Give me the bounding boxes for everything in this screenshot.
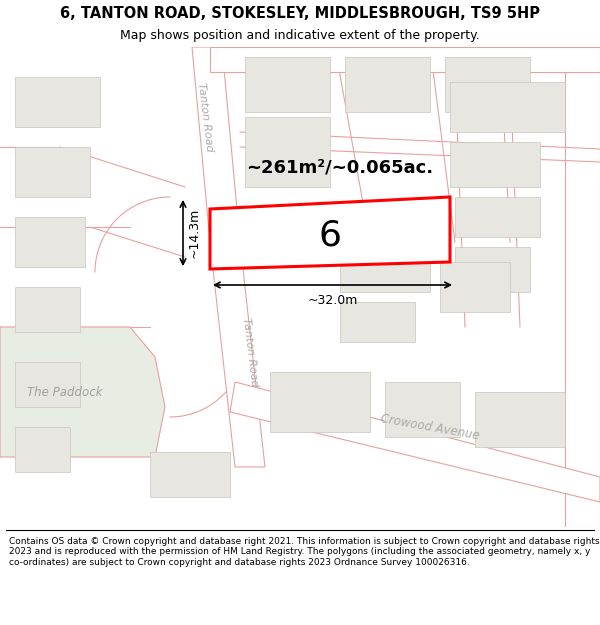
Polygon shape <box>455 197 540 237</box>
Polygon shape <box>15 287 80 332</box>
Text: Tanton Road: Tanton Road <box>241 317 259 387</box>
Polygon shape <box>230 382 600 502</box>
Polygon shape <box>450 142 540 187</box>
Polygon shape <box>245 117 330 187</box>
Polygon shape <box>450 82 565 132</box>
Polygon shape <box>475 392 565 447</box>
Polygon shape <box>210 242 265 467</box>
Text: 6, TANTON ROAD, STOKESLEY, MIDDLESBROUGH, TS9 5HP: 6, TANTON ROAD, STOKESLEY, MIDDLESBROUGH… <box>60 6 540 21</box>
Polygon shape <box>210 47 600 72</box>
Polygon shape <box>340 247 430 292</box>
Polygon shape <box>15 217 85 267</box>
Polygon shape <box>340 302 415 342</box>
Polygon shape <box>385 382 460 437</box>
Polygon shape <box>210 197 450 269</box>
Text: Contains OS data © Crown copyright and database right 2021. This information is : Contains OS data © Crown copyright and d… <box>9 537 599 567</box>
Text: 6: 6 <box>319 218 341 252</box>
Polygon shape <box>150 452 230 497</box>
Text: ~14.3m: ~14.3m <box>188 208 201 258</box>
Polygon shape <box>565 47 600 527</box>
Polygon shape <box>440 262 510 312</box>
Polygon shape <box>445 57 530 112</box>
Polygon shape <box>245 57 330 112</box>
Polygon shape <box>270 372 370 432</box>
Polygon shape <box>192 47 240 242</box>
Text: Map shows position and indicative extent of the property.: Map shows position and indicative extent… <box>120 29 480 42</box>
Polygon shape <box>15 147 90 197</box>
Polygon shape <box>15 77 100 127</box>
Polygon shape <box>15 427 70 472</box>
Text: ~32.0m: ~32.0m <box>307 294 358 308</box>
Text: Tanton Road: Tanton Road <box>196 82 214 152</box>
Text: ~261m²/~0.065ac.: ~261m²/~0.065ac. <box>247 158 434 176</box>
Polygon shape <box>0 327 165 457</box>
Polygon shape <box>455 247 530 292</box>
Text: Crowood Avenue: Crowood Avenue <box>380 412 481 442</box>
Polygon shape <box>15 362 80 407</box>
Text: The Paddock: The Paddock <box>27 386 103 399</box>
Polygon shape <box>345 57 430 112</box>
